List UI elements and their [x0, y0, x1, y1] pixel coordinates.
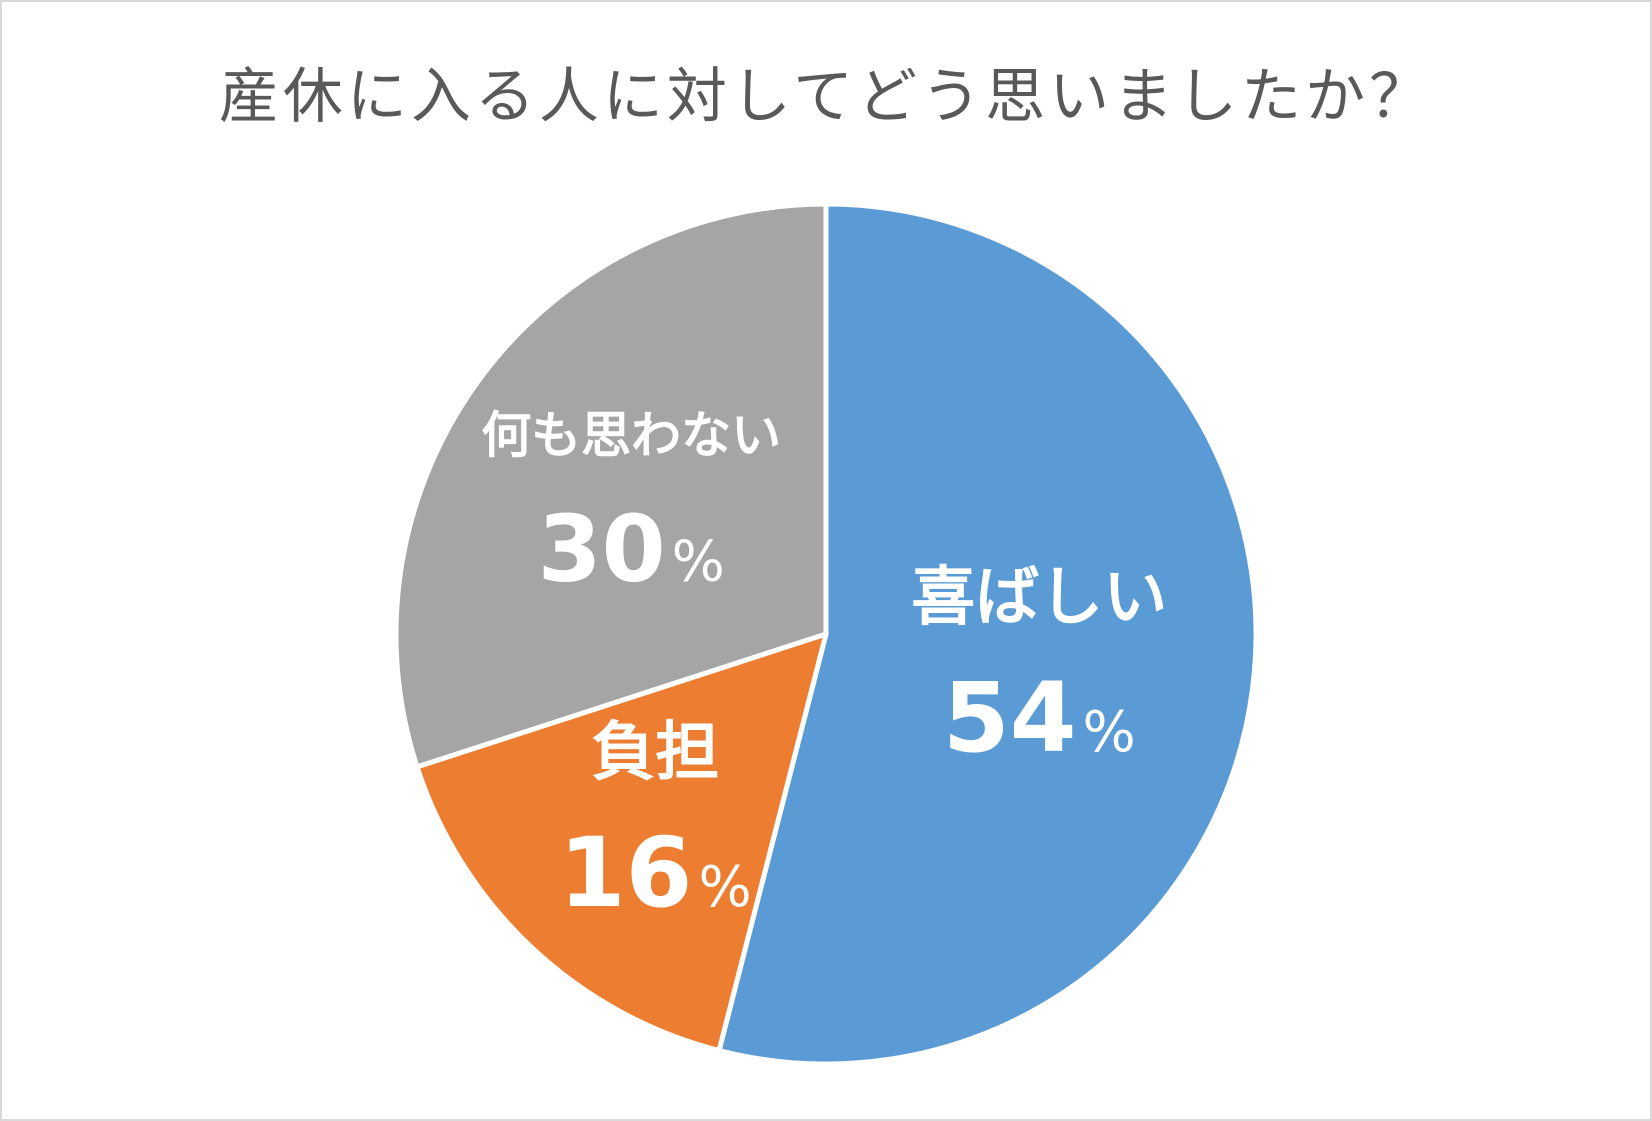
pie-slice-1	[716, 201, 1259, 1067]
slice-value-3: 30%	[538, 495, 725, 602]
slice-label-3: 何も思わない	[481, 406, 781, 464]
slice-value-2: 16%	[559, 817, 752, 929]
pie-slice-3	[393, 201, 829, 770]
slice-label-2: 負担	[591, 716, 719, 790]
slice-label-1: 喜ばしい	[911, 561, 1167, 635]
pie-slice-2	[414, 631, 829, 1053]
chart-title: 産休に入る人に対してどう思いましたか？	[218, 62, 1434, 132]
slice-value-1: 54%	[943, 662, 1136, 774]
